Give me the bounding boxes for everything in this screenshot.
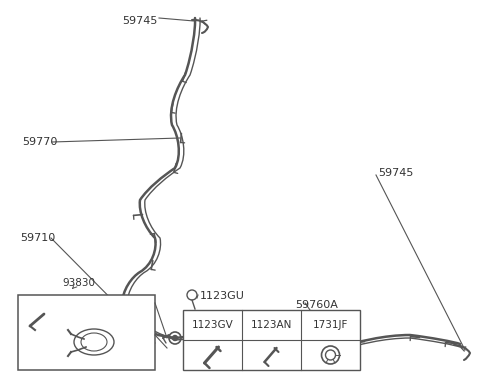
Bar [183, 310, 360, 370]
Text: 59745: 59745 [378, 168, 413, 178]
Bar [18, 295, 155, 370]
Text: 1123GU: 1123GU [200, 291, 245, 301]
Circle shape [172, 336, 178, 340]
Text: 59760A: 59760A [295, 300, 338, 310]
Text: 1123AN: 1123AN [251, 320, 292, 330]
Text: 93830: 93830 [62, 278, 95, 288]
Text: 1123GV: 1123GV [192, 320, 233, 330]
Text: 1731JF: 1731JF [313, 320, 348, 330]
Text: 59710: 59710 [20, 233, 55, 243]
Text: 59770: 59770 [22, 137, 58, 147]
Text: 59745: 59745 [122, 16, 158, 26]
